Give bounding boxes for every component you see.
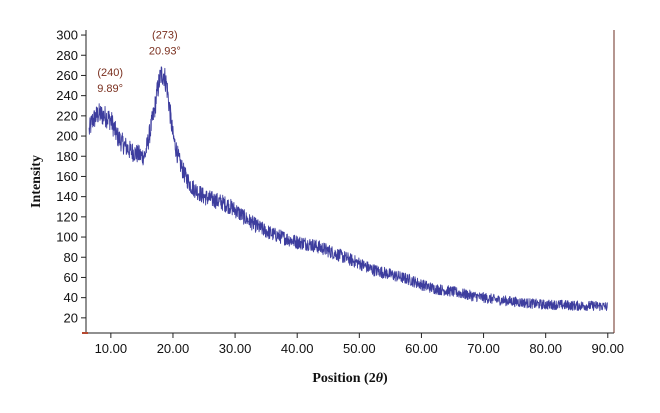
peak-annotation-1-line-1: 20.93° <box>149 45 181 57</box>
y-tick-label: 200 <box>56 129 78 144</box>
y-tick-label: 180 <box>56 149 78 164</box>
x-tick-label: 50.00 <box>343 341 376 356</box>
y-tick-label: 100 <box>56 230 78 245</box>
y-tick-label: 80 <box>64 250 78 265</box>
peak-annotation-1-line-0: (273) <box>152 29 178 41</box>
y-tick-label: 60 <box>64 270 78 285</box>
x-tick-label: 80.00 <box>529 341 562 356</box>
y-tick-label: 140 <box>56 189 78 204</box>
y-tick-label: 20 <box>64 310 78 325</box>
peak-annotation-0-line-1: 9.89° <box>97 83 123 95</box>
series-layer <box>88 66 608 311</box>
y-axis-title: Intensity <box>29 155 44 208</box>
y-tick-label: 120 <box>56 209 78 224</box>
series-line-0 <box>88 66 608 311</box>
y-tick-label: 300 <box>56 28 78 43</box>
y-tick-label: 260 <box>56 68 78 83</box>
x-tick-label: 10.00 <box>95 341 128 356</box>
x-axis-title: Position (2θ) <box>312 371 388 386</box>
y-tick-label: 40 <box>64 290 78 305</box>
y-tick-label: 240 <box>56 88 78 103</box>
axes <box>81 30 615 338</box>
peak-annotation-0-line-0: (240) <box>97 67 123 79</box>
labels: 20 40 60 80 100 120 140 160 180 200 220 240 260 280 30… <box>29 28 624 386</box>
x-tick-label: 60.00 <box>405 341 438 356</box>
x-tick-label: 20.00 <box>157 341 190 356</box>
y-tick-label: 160 <box>56 169 78 184</box>
y-tick-label: 280 <box>56 48 78 63</box>
x-tick-label: 70.00 <box>467 341 500 356</box>
y-tick-label: 220 <box>56 108 78 123</box>
x-tick-label: 90.00 <box>592 341 625 356</box>
x-tick-label: 40.00 <box>281 341 314 356</box>
x-tick-label: 30.00 <box>219 341 252 356</box>
